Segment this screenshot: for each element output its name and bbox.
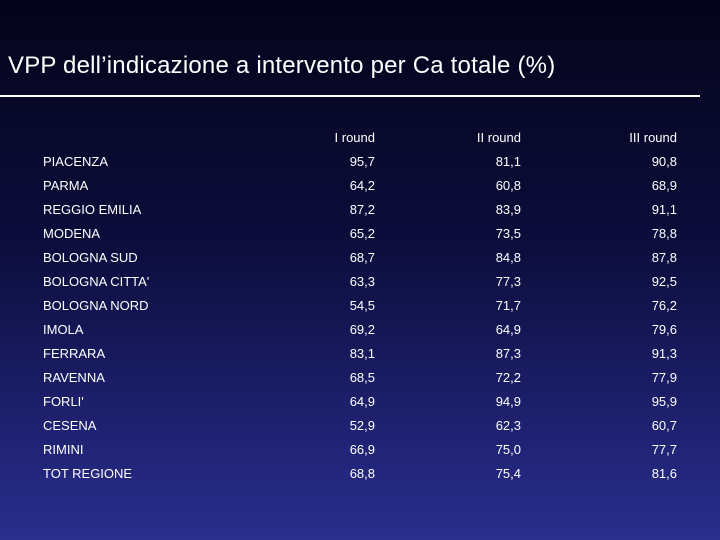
value-cell-round-3: 91,1 — [651, 202, 677, 217]
value-cell-round-1: 65,2 — [349, 226, 375, 241]
table-row: FORLI' 64,9 94,9 95,9 — [0, 390, 720, 414]
row-label: IMOLA — [43, 322, 84, 337]
value-cell-round-2: 72,2 — [495, 370, 521, 385]
row-label: RIMINI — [43, 442, 84, 457]
value-cell-round-2: 71,7 — [495, 298, 521, 313]
value-cell-round-1: 66,9 — [349, 442, 375, 457]
value-cell-round-2: 84,8 — [495, 250, 521, 265]
value-cell-round-3: 60,7 — [651, 418, 677, 433]
value-cell-round-1: 64,2 — [349, 178, 375, 193]
table-row: MODENA 65,2 73,5 78,8 — [0, 222, 720, 246]
value-cell-round-1: 68,5 — [349, 370, 375, 385]
value-cell-round-1: 68,7 — [349, 250, 375, 265]
table-row: BOLOGNA CITTA' 63,3 77,3 92,5 — [0, 270, 720, 294]
value-cell-round-2: 62,3 — [495, 418, 521, 433]
value-cell-round-2: 87,3 — [495, 346, 521, 361]
value-cell-round-1: 95,7 — [349, 154, 375, 169]
row-label: REGGIO EMILIA — [43, 202, 142, 217]
results-table: I round II round III round PIACENZA 95,7 8… — [0, 126, 720, 486]
table-row: RAVENNA 68,5 72,2 77,9 — [0, 366, 720, 390]
row-label: BOLOGNA CITTA' — [43, 274, 150, 289]
value-cell-round-3: 95,9 — [651, 394, 677, 409]
value-cell-round-1: 68,8 — [349, 466, 375, 481]
value-cell-round-3: 79,6 — [651, 322, 677, 337]
value-cell-round-1: 83,1 — [349, 346, 375, 361]
table-row: REGGIO EMILIA 87,2 83,9 91,1 — [0, 198, 720, 222]
value-cell-round-2: 75,0 — [495, 442, 521, 457]
value-cell-round-1: 64,9 — [349, 394, 375, 409]
value-cell-round-2: 64,9 — [495, 322, 521, 337]
value-cell-round-3: 87,8 — [651, 250, 677, 265]
column-header-round-3: III round — [629, 130, 677, 145]
row-label: MODENA — [43, 226, 101, 241]
value-cell-round-2: 81,1 — [495, 154, 521, 169]
value-cell-round-2: 83,9 — [495, 202, 521, 217]
value-cell-round-3: 81,6 — [651, 466, 677, 481]
row-label: PARMA — [43, 178, 89, 193]
row-label: TOT REGIONE — [43, 466, 133, 481]
value-cell-round-2: 73,5 — [495, 226, 521, 241]
value-cell-round-1: 63,3 — [349, 274, 375, 289]
row-label: PIACENZA — [43, 154, 109, 169]
table-row: CESENA 52,9 62,3 60,7 — [0, 414, 720, 438]
title-divider — [0, 95, 700, 97]
table-row: IMOLA 69,2 64,9 79,6 — [0, 318, 720, 342]
table-row: BOLOGNA SUD 68,7 84,8 87,8 — [0, 246, 720, 270]
value-cell-round-1: 54,5 — [349, 298, 375, 313]
row-label: BOLOGNA SUD — [43, 250, 138, 265]
table-row: BOLOGNA NORD 54,5 71,7 76,2 — [0, 294, 720, 318]
column-header-round-2: II round — [476, 130, 521, 145]
value-cell-round-3: 78,8 — [651, 226, 677, 241]
table-row: PIACENZA 95,7 81,1 90,8 — [0, 150, 720, 174]
value-cell-round-1: 87,2 — [349, 202, 375, 217]
row-label: FORLI' — [43, 394, 84, 409]
table-row: PARMA 64,2 60,8 68,9 — [0, 174, 720, 198]
table-row: FERRARA 83,1 87,3 91,3 — [0, 342, 720, 366]
table-row: TOT REGIONE 68,8 75,4 81,6 — [0, 462, 720, 486]
column-header-round-1: I round — [334, 130, 375, 145]
value-cell-round-3: 91,3 — [651, 346, 677, 361]
row-label: CESENA — [43, 418, 97, 433]
slide-title: VPP dell’indicazione a intervento per Ca… — [8, 52, 556, 79]
row-label: BOLOGNA NORD — [43, 298, 149, 313]
value-cell-round-2: 94,9 — [495, 394, 521, 409]
value-cell-round-3: 68,9 — [651, 178, 677, 193]
value-cell-round-2: 75,4 — [495, 466, 521, 481]
table-row: RIMINI 66,9 75,0 77,7 — [0, 438, 720, 462]
value-cell-round-2: 60,8 — [495, 178, 521, 193]
value-cell-round-3: 92,5 — [651, 274, 677, 289]
value-cell-round-1: 69,2 — [349, 322, 375, 337]
value-cell-round-1: 52,9 — [349, 418, 375, 433]
value-cell-round-3: 90,8 — [651, 154, 677, 169]
row-label: FERRARA — [43, 346, 106, 361]
value-cell-round-3: 77,9 — [651, 370, 677, 385]
value-cell-round-3: 77,7 — [651, 442, 677, 457]
value-cell-round-2: 77,3 — [495, 274, 521, 289]
value-cell-round-3: 76,2 — [651, 298, 677, 313]
table-header: I round II round III round — [0, 126, 720, 150]
row-label: RAVENNA — [43, 370, 105, 385]
